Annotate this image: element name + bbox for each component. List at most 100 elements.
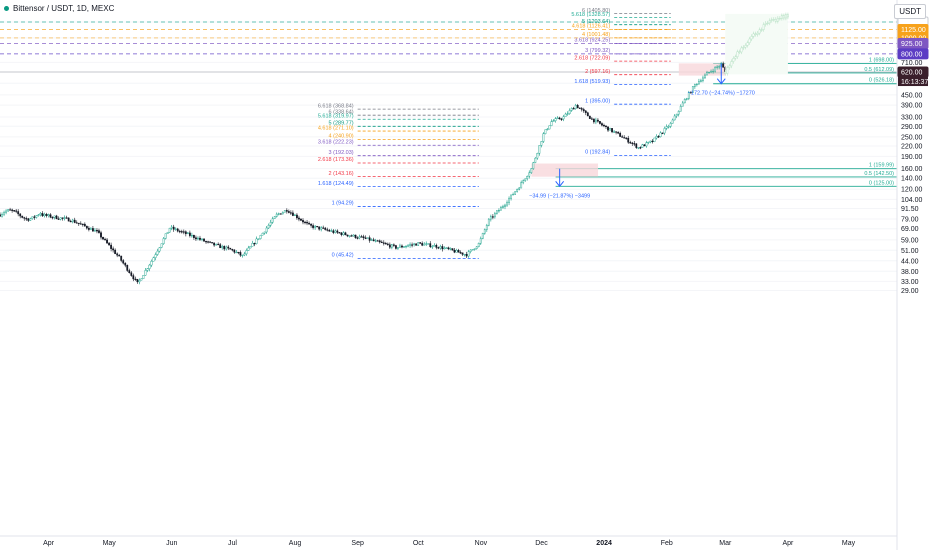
candle-body [356, 237, 359, 239]
candle-body [520, 182, 523, 189]
candle-body [631, 142, 634, 144]
candle-body [25, 218, 28, 220]
candle-body [538, 145, 541, 154]
candle-body [425, 243, 428, 245]
price-tick-label: 91.50 [901, 206, 919, 213]
candle-body [556, 117, 559, 119]
candle-body [447, 247, 450, 250]
candle-body [508, 198, 510, 203]
candle-body [134, 278, 137, 280]
price-tick-label: 51.00 [901, 248, 919, 255]
candle-body [415, 243, 418, 246]
candle-body [271, 218, 274, 223]
candle-body [292, 212, 294, 216]
candle-body [92, 228, 94, 232]
time-tick-label: Sep [351, 540, 364, 547]
price-tick-label: 450.00 [901, 92, 923, 99]
candle-body [477, 243, 480, 247]
candle-body [451, 248, 454, 251]
candle-body [358, 236, 361, 239]
candle-body [255, 238, 258, 244]
candle-body [217, 243, 220, 246]
candle-body [437, 247, 440, 249]
candle-body [673, 115, 676, 121]
candle-body [370, 239, 373, 241]
price-axis[interactable]: 1250.001000.00710.00530.00450.00390.0033… [896, 0, 932, 550]
candle-body [180, 231, 183, 233]
candle-body [83, 223, 86, 227]
candle-body [467, 251, 470, 257]
candle-body [471, 249, 474, 251]
fib-right-lower-label: 0.5 (142.50) [864, 171, 894, 177]
candle-body [679, 106, 682, 112]
candle-body [498, 210, 500, 212]
candle-body [41, 213, 44, 217]
projection-candle [740, 47, 743, 53]
candle-body [683, 99, 686, 104]
candle-body [368, 237, 371, 241]
candle-body [164, 233, 167, 239]
projection-candle [724, 71, 727, 74]
candle-body [627, 137, 630, 143]
fib-lower-label: 1 (94.29) [332, 201, 354, 207]
candle-body [550, 121, 553, 126]
candle-body [693, 84, 696, 87]
candle-body [289, 212, 292, 214]
candle-body [223, 246, 226, 250]
candle-body [348, 235, 351, 237]
fib-upper-label: 1.618 (519.93) [574, 79, 610, 85]
candle-body [126, 265, 129, 271]
candle-body [334, 230, 337, 233]
candle-body [712, 70, 714, 73]
chart-title: Bittensor / USDT, 1D, MEXC [4, 4, 114, 13]
time-axis[interactable]: Apr May Jun Jul Aug Sep Oct Nov Dec 2024 Feb Mar Apr… [0, 535, 897, 547]
time-tick-label: May [103, 540, 117, 547]
candle-body [108, 242, 110, 246]
candle-body [453, 249, 456, 253]
candle-body [457, 249, 460, 253]
symbol-title: Bittensor / USDT, 1D, MEXC [13, 4, 115, 13]
fib-upper-label: 1 (395.00) [585, 98, 610, 104]
candle-body [530, 168, 533, 174]
candle-body [197, 237, 199, 240]
projection-candle [742, 46, 745, 49]
candle-body [528, 172, 531, 177]
price-tag [897, 48, 929, 60]
candle-body [328, 229, 331, 232]
candle-body [599, 121, 601, 124]
candle-body [413, 243, 415, 246]
candle-body [49, 214, 52, 218]
candle-body [106, 239, 108, 244]
candle-body [227, 246, 230, 249]
candle-body [516, 189, 519, 192]
candle-body [55, 215, 58, 220]
candle-body [629, 142, 632, 144]
candle-body [395, 245, 397, 249]
candlesticks [0, 61, 727, 285]
candle-body [506, 202, 508, 206]
projection-candle [754, 33, 757, 35]
market-status-dot [4, 6, 9, 11]
fib-lower-label: 6.618 (368.84) [318, 103, 354, 109]
candle-body [19, 213, 22, 217]
candle-body [574, 104, 577, 109]
candle-body [33, 216, 36, 218]
candle-body [566, 113, 569, 115]
candle-body [229, 247, 232, 250]
candle-body [691, 86, 694, 93]
candle-body [562, 116, 565, 120]
fib-upper-label: 3.618 (924.25) [574, 38, 610, 44]
price-tick-label: 69.00 [901, 226, 919, 233]
candle-body [411, 244, 413, 246]
currency-button[interactable]: USDT [894, 4, 926, 19]
candle-body [308, 222, 310, 225]
candle-body [475, 246, 478, 249]
candle-body [61, 217, 64, 219]
measure-arrowhead [555, 180, 565, 188]
time-tick-label: May [842, 540, 856, 547]
candle-body [31, 216, 34, 219]
candle-body [663, 128, 666, 134]
measure-tools: −172.70 (−24.74%) −17270 −34.99 (−21.87%)… [529, 63, 755, 199]
candle-body [514, 191, 517, 195]
